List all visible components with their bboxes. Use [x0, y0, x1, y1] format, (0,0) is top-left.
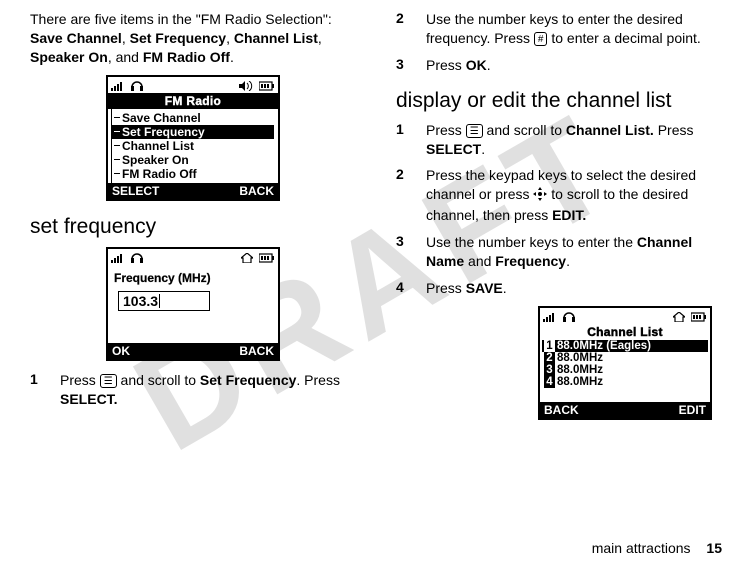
- frequency-input: 103.3: [118, 291, 210, 311]
- channel-row: 488.0MHz: [542, 376, 708, 388]
- step-text: Press SAVE.: [426, 279, 722, 298]
- screen-title: FM Radio: [108, 93, 278, 109]
- menu-item: Save Channel: [112, 111, 274, 125]
- headset-icon: [563, 312, 575, 322]
- battery-icon: [259, 81, 275, 91]
- step-text: Press ☰ and scroll to Set Frequency. Pre…: [60, 371, 356, 409]
- menu-item: Channel List: [112, 139, 274, 153]
- channel-row: 288.0MHz: [542, 352, 708, 364]
- softkey-right: EDIT: [679, 403, 706, 417]
- softkey-left: OK: [112, 344, 130, 358]
- status-bar: [540, 308, 710, 324]
- page-number: 15: [706, 540, 722, 556]
- step-text: Use the number keys to enter the Channel…: [426, 233, 722, 271]
- battery-icon: [691, 312, 707, 322]
- status-bar: [108, 249, 278, 265]
- signal-icon: [111, 253, 125, 263]
- step-number: 1: [396, 121, 410, 159]
- step-text: Press the keypad keys to select the desi…: [426, 166, 722, 225]
- intro-item: Set Frequency: [130, 30, 226, 46]
- intro-text: There are five items in the "FM Radio Se…: [30, 10, 356, 67]
- signal-icon: [543, 312, 557, 322]
- menu-key-icon: ☰: [100, 374, 117, 388]
- text-cursor: [159, 294, 160, 308]
- step-number: 1: [30, 371, 44, 409]
- section-label: main attractions: [592, 540, 691, 556]
- speaker-icon: [239, 81, 253, 91]
- phone-screen-fmradio: FM Radio Save Channel Set Frequency Chan…: [106, 75, 280, 201]
- frequency-value: 103.3: [123, 293, 158, 309]
- phone-screen-frequency: Frequency (MHz) 103.3 OK BACK: [106, 247, 280, 361]
- menu-item: FM Radio Off: [112, 167, 274, 181]
- intro-prefix: There are five items in the "FM Radio Se…: [30, 11, 332, 27]
- heading-display-edit: display or edit the channel list: [396, 89, 722, 113]
- screen-title: Channel List: [540, 324, 710, 340]
- intro-item: FM Radio Off: [143, 49, 230, 65]
- softkey-left: BACK: [544, 403, 579, 417]
- status-bar: [108, 77, 278, 93]
- channel-row: 388.0MHz: [542, 364, 708, 376]
- left-column: There are five items in the "FM Radio Se…: [30, 10, 356, 430]
- heading-set-frequency: set frequency: [30, 215, 356, 239]
- headset-icon: [131, 81, 143, 91]
- signal-icon: [111, 81, 125, 91]
- softkey-right: BACK: [239, 184, 274, 198]
- intro-item: Save Channel: [30, 30, 122, 46]
- menu-item: Speaker On: [112, 153, 274, 167]
- step-text: Press ☰ and scroll to Channel List. Pres…: [426, 121, 722, 159]
- step-number: 3: [396, 233, 410, 271]
- softkey-left: SELECT: [112, 184, 159, 198]
- menu-item-selected: Set Frequency: [112, 125, 274, 139]
- headset-icon: [131, 253, 143, 263]
- home-icon: [673, 312, 685, 322]
- home-icon: [241, 253, 253, 263]
- softkey-right: BACK: [239, 344, 274, 358]
- step-number: 3: [396, 56, 410, 75]
- intro-item: Channel List: [234, 30, 318, 46]
- channel-row-selected: 188.0MHz (Eagles): [542, 340, 708, 352]
- step-number: 4: [396, 279, 410, 298]
- menu-key-icon: ☰: [466, 124, 483, 138]
- hash-key-icon: #: [534, 32, 548, 46]
- battery-icon: [259, 253, 275, 263]
- phone-screen-channellist: Channel List 188.0MHz (Eagles) 288.0MHz …: [538, 306, 712, 420]
- frequency-label: Frequency (MHz): [112, 267, 274, 291]
- page-footer: main attractions 15: [592, 540, 722, 556]
- step-number: 2: [396, 166, 410, 225]
- step-number: 2: [396, 10, 410, 48]
- intro-item: Speaker On: [30, 49, 108, 65]
- nav-key-icon: [533, 187, 547, 206]
- step-text: Use the number keys to enter the desired…: [426, 10, 722, 48]
- step-text: Press OK.: [426, 56, 722, 75]
- right-column: 2 Use the number keys to enter the desir…: [396, 10, 722, 430]
